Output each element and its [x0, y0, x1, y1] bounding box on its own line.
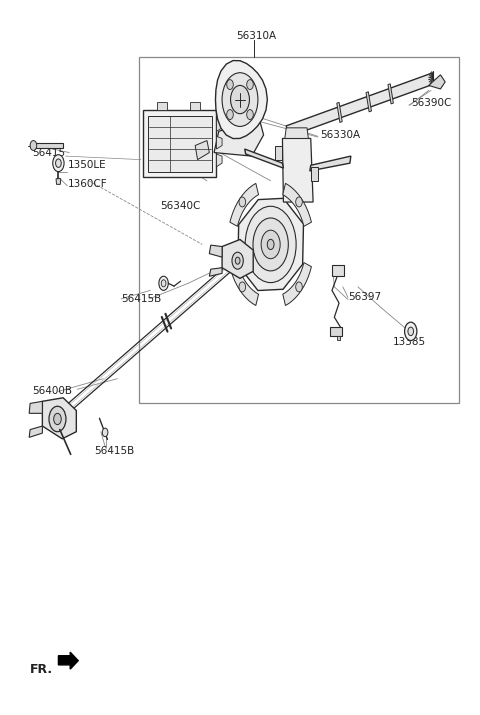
Circle shape [56, 159, 61, 167]
Circle shape [408, 327, 414, 335]
Bar [139, 57, 459, 403]
Circle shape [296, 282, 302, 292]
Polygon shape [222, 240, 253, 278]
Polygon shape [238, 198, 303, 290]
Circle shape [102, 428, 108, 437]
Polygon shape [285, 128, 308, 139]
Polygon shape [337, 102, 342, 122]
Polygon shape [230, 183, 259, 227]
Text: 56390C: 56390C [411, 98, 451, 108]
Circle shape [239, 282, 246, 292]
Text: FR.: FR. [30, 664, 53, 676]
Circle shape [239, 197, 246, 207]
Polygon shape [330, 327, 342, 336]
Text: 56310A: 56310A [237, 31, 276, 41]
Circle shape [161, 280, 166, 287]
Polygon shape [332, 265, 344, 276]
Polygon shape [195, 141, 209, 159]
Polygon shape [214, 117, 264, 156]
Polygon shape [144, 110, 216, 177]
Polygon shape [191, 102, 200, 110]
Circle shape [227, 79, 233, 89]
Text: 13385: 13385 [393, 337, 426, 347]
Polygon shape [245, 149, 283, 168]
Circle shape [245, 206, 296, 282]
Polygon shape [336, 336, 340, 340]
Polygon shape [388, 84, 394, 104]
Polygon shape [230, 262, 259, 305]
Polygon shape [209, 267, 222, 276]
Polygon shape [275, 145, 282, 159]
Circle shape [53, 154, 64, 172]
Polygon shape [311, 167, 318, 181]
Polygon shape [282, 139, 313, 202]
Circle shape [267, 240, 274, 250]
Circle shape [159, 276, 168, 290]
Text: 56415B: 56415B [94, 445, 134, 455]
Circle shape [227, 109, 233, 119]
Polygon shape [148, 116, 212, 172]
Circle shape [247, 79, 253, 89]
Text: 1350LE: 1350LE [68, 160, 107, 170]
Text: 56397: 56397 [348, 292, 382, 302]
Text: 56415: 56415 [33, 147, 66, 157]
Polygon shape [29, 401, 42, 413]
Polygon shape [429, 75, 445, 89]
Polygon shape [42, 398, 76, 439]
Polygon shape [216, 154, 222, 167]
Polygon shape [216, 119, 222, 132]
Polygon shape [209, 245, 222, 257]
Text: 56340C: 56340C [160, 201, 200, 210]
Polygon shape [59, 652, 78, 669]
Polygon shape [216, 137, 222, 149]
Text: 56330A: 56330A [320, 130, 360, 140]
Polygon shape [33, 143, 63, 148]
Polygon shape [283, 262, 312, 305]
Circle shape [54, 413, 61, 425]
Polygon shape [29, 426, 42, 438]
Circle shape [247, 109, 253, 119]
Circle shape [230, 85, 250, 114]
Polygon shape [310, 156, 351, 171]
Text: 56415B: 56415B [121, 294, 161, 304]
Polygon shape [366, 92, 372, 112]
Circle shape [261, 230, 280, 259]
Polygon shape [286, 73, 434, 137]
Polygon shape [157, 102, 167, 110]
Circle shape [49, 406, 66, 432]
Circle shape [222, 73, 258, 127]
Polygon shape [216, 61, 267, 139]
Circle shape [235, 257, 240, 265]
Circle shape [232, 252, 243, 269]
Circle shape [296, 197, 302, 207]
Polygon shape [283, 183, 312, 227]
Circle shape [30, 141, 36, 150]
Circle shape [405, 322, 417, 340]
Text: 56400B: 56400B [33, 386, 72, 396]
Text: 1360CF: 1360CF [68, 179, 108, 189]
Polygon shape [56, 179, 61, 184]
Circle shape [253, 218, 288, 271]
